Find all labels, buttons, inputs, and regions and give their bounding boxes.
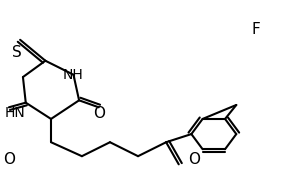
- Text: S: S: [12, 45, 22, 60]
- Text: O: O: [188, 152, 200, 167]
- Text: HN: HN: [4, 106, 25, 120]
- Text: O: O: [3, 152, 15, 167]
- Text: F: F: [252, 22, 260, 37]
- Text: NH: NH: [63, 68, 84, 82]
- Text: O: O: [93, 106, 105, 121]
